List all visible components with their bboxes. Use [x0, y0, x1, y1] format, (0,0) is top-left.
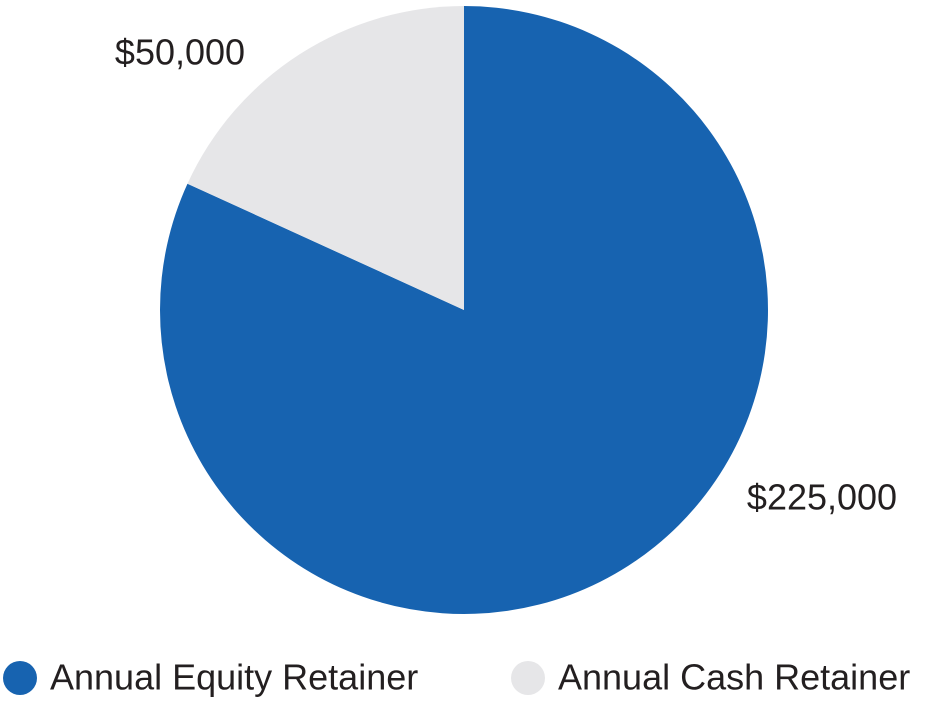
legend-label: Annual Equity Retainer — [50, 657, 418, 698]
legend-label: Annual Cash Retainer — [558, 657, 910, 698]
legend-swatch — [511, 661, 545, 695]
data-label: $50,000 — [115, 32, 245, 73]
data-label: $225,000 — [747, 477, 897, 518]
pie-slice — [160, 6, 769, 615]
pie-slice — [187, 6, 465, 310]
legend-swatch — [3, 661, 37, 695]
